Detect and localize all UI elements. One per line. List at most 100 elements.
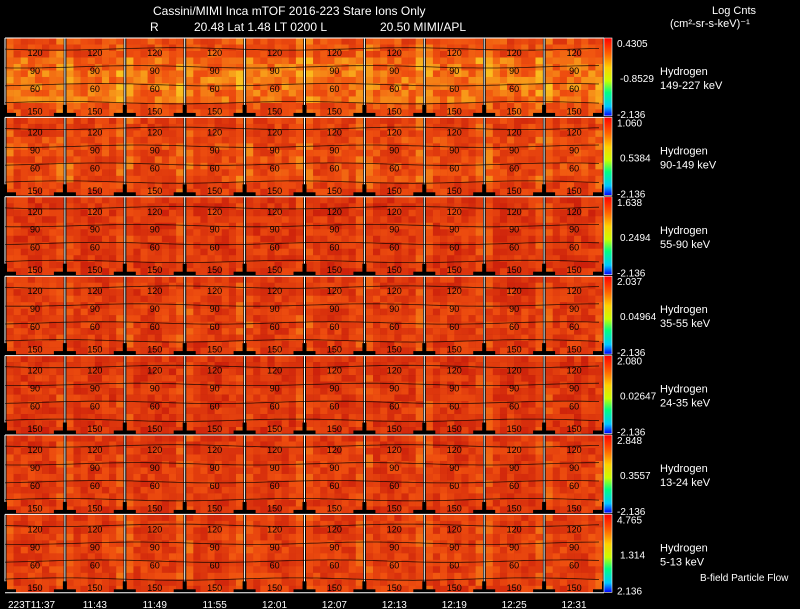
heat-cell (475, 130, 483, 138)
heat-cell (348, 136, 357, 144)
heat-cell (94, 229, 103, 237)
heat-cell (193, 175, 201, 183)
heat-cell (94, 76, 103, 84)
heat-cell (66, 203, 74, 211)
heat-cell (288, 334, 297, 342)
heat-cell (461, 334, 469, 342)
heat-cell (34, 109, 43, 117)
heat-cell (535, 242, 543, 250)
heat-cell (559, 216, 568, 224)
heat-cell (214, 394, 223, 402)
heat-cell (13, 321, 22, 329)
heat-cell (499, 242, 508, 250)
heat-cell (432, 255, 441, 263)
heat-cell (49, 188, 57, 196)
heat-cell (425, 130, 434, 138)
heat-cell (373, 196, 381, 204)
heat-cell (221, 407, 230, 415)
heat-cell (267, 381, 275, 389)
heat-cell (545, 334, 554, 342)
heat-cell (221, 347, 230, 355)
heat-cell (221, 188, 230, 196)
heat-cell (154, 229, 163, 237)
heat-cell (101, 50, 110, 58)
heat-cell (20, 169, 29, 177)
heat-cell (475, 341, 483, 348)
heat-cell (574, 89, 582, 97)
pitch-angle-tick-label: 120 (267, 286, 282, 296)
heat-cell (13, 427, 22, 434)
heat-cell (66, 355, 74, 363)
heat-cell (186, 182, 194, 190)
heat-cell (373, 341, 381, 348)
heat-cell (27, 295, 36, 303)
heat-cell (380, 315, 388, 322)
heat-cell (133, 368, 141, 376)
heat-cell (13, 394, 22, 402)
heat-cell (507, 63, 515, 71)
heat-cell (109, 341, 117, 348)
heat-cell (214, 117, 223, 125)
heat-cell (373, 248, 381, 256)
heat-cell (94, 136, 103, 144)
bfield-cross-v (122, 263, 127, 282)
heat-cell (545, 209, 554, 217)
heat-cell (147, 420, 156, 428)
heat-cell (109, 123, 117, 131)
heat-cell (228, 407, 237, 415)
heat-cell (552, 96, 561, 104)
heat-cell (387, 76, 395, 84)
heat-cell (221, 162, 230, 170)
heat-cell (334, 188, 342, 196)
heat-cell (365, 334, 374, 342)
heat-cell (49, 70, 57, 78)
heat-cell (528, 130, 536, 138)
heat-cell (327, 169, 335, 177)
heat-cell (200, 169, 208, 177)
heat-cell (320, 321, 328, 329)
heat-cell (401, 427, 409, 434)
heat-cell (235, 401, 244, 408)
heat-cell (34, 38, 43, 45)
heat-cell (126, 381, 134, 389)
heat-cell (87, 76, 96, 84)
heat-cell (20, 388, 29, 395)
heat-cell (20, 89, 29, 97)
heat-cell (274, 289, 282, 296)
heat-cell (535, 50, 543, 58)
heat-cell (334, 235, 342, 243)
heat-cell (161, 50, 170, 58)
bfield-cross-v (422, 343, 427, 362)
heat-cell (49, 162, 57, 170)
heat-cell (186, 315, 194, 322)
heat-cell (447, 175, 455, 183)
heat-cell (147, 222, 156, 230)
heat-cell (380, 102, 388, 110)
heat-cell (176, 315, 184, 322)
heat-cell (447, 50, 455, 58)
heat-cell (228, 50, 237, 58)
heat-cell (274, 156, 282, 164)
heat-cell (66, 109, 74, 117)
heat-cell (116, 63, 124, 71)
species-label: Hydrogen (660, 145, 708, 157)
heat-cell (559, 149, 568, 157)
heat-cell (94, 162, 103, 170)
heat-cell (432, 96, 441, 104)
heat-cell (154, 96, 163, 104)
heat-cell (6, 57, 14, 65)
heat-cell (334, 420, 342, 428)
heat-cell (274, 427, 282, 434)
heat-cell (468, 70, 476, 78)
heat-cell (147, 308, 156, 316)
heat-cell (27, 83, 36, 91)
heat-cell (394, 156, 402, 164)
heat-cell (514, 117, 522, 125)
heat-cell (161, 394, 170, 402)
heat-cell (80, 196, 89, 204)
heat-cell (200, 420, 208, 428)
heat-cell (116, 334, 124, 342)
heat-cell (200, 216, 208, 224)
heat-cell (535, 188, 543, 196)
heat-cell (401, 276, 409, 283)
